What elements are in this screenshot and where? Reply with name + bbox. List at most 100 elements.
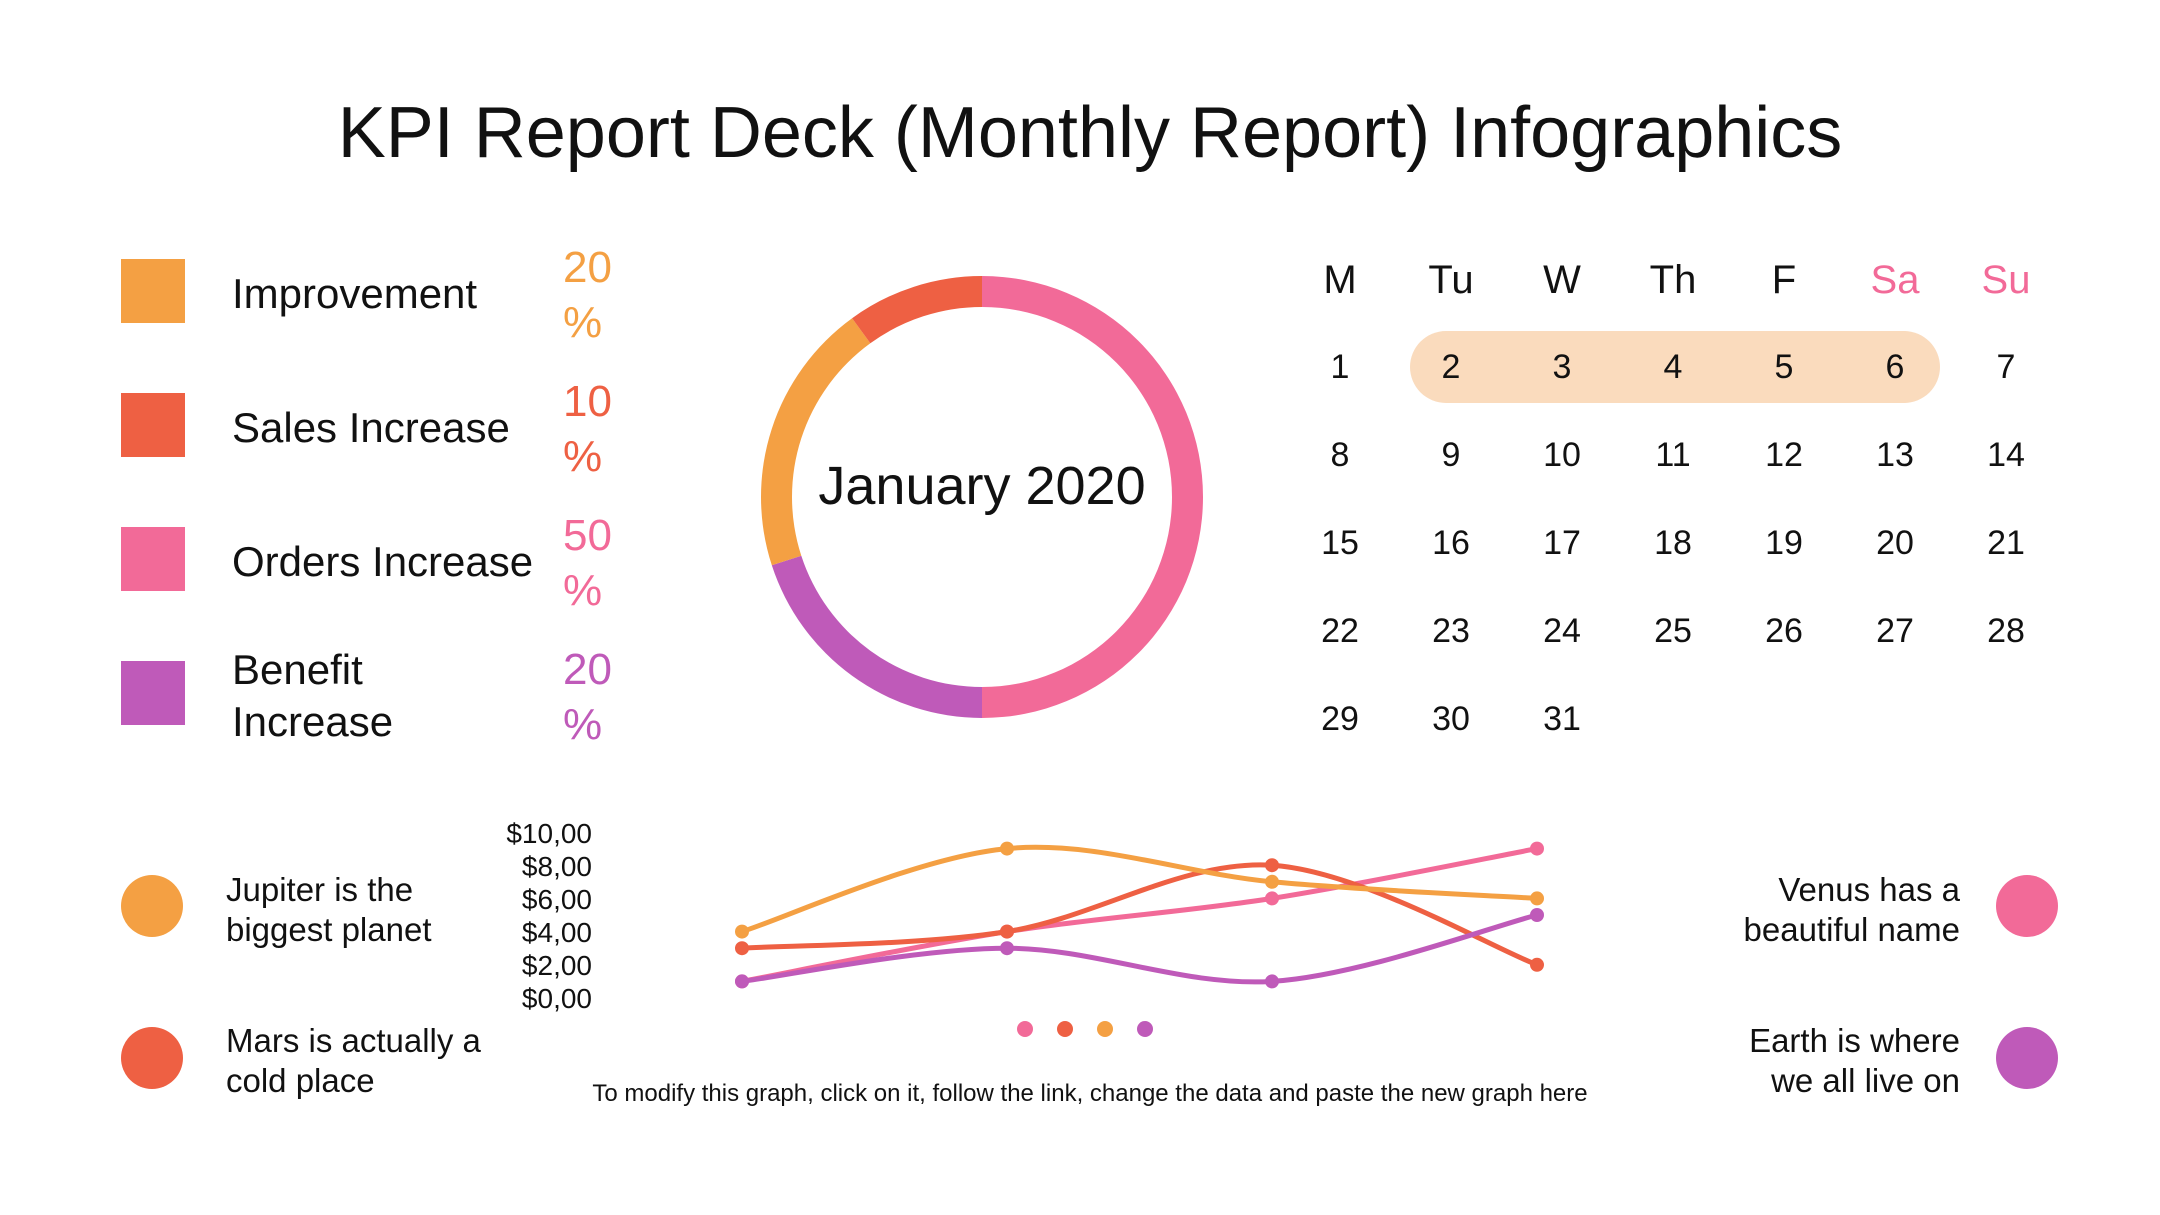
data-point — [735, 974, 749, 989]
calendar-day[interactable]: 14 — [1987, 436, 2025, 474]
calendar-day[interactable]: 10 — [1543, 436, 1581, 474]
legend-pct-value: 20 — [563, 243, 612, 292]
chart-footnote: To modify this graph, click on it, follo… — [592, 1080, 1588, 1107]
calendar-day[interactable]: 4 — [1663, 348, 1683, 386]
legend-label-line: Increase — [232, 698, 394, 745]
legend-label-line: Benefit — [232, 646, 363, 693]
calendar-weekday: W — [1543, 258, 1581, 302]
calendar-day[interactable]: 31 — [1543, 700, 1581, 738]
y-tick-label: $8,00 — [522, 851, 592, 882]
calendar-day[interactable]: 25 — [1654, 612, 1692, 650]
calendar-weekday: Th — [1649, 258, 1697, 302]
legend-swatch-orders — [121, 527, 185, 591]
legend-pct-orders: 50 % — [563, 508, 633, 618]
legend-label-benefit: Benefit Increase — [232, 644, 393, 748]
donut-slice-benefit-increase — [771, 555, 982, 718]
calendar-day[interactable]: 24 — [1543, 612, 1581, 650]
data-point — [1530, 908, 1544, 922]
calendar-day[interactable]: 28 — [1987, 612, 2025, 650]
legend-pct-value: 10 — [563, 377, 612, 426]
data-point — [1265, 891, 1279, 906]
calendar-day[interactable]: 8 — [1330, 436, 1350, 474]
data-point — [1000, 941, 1014, 956]
page-title: KPI Report Deck (Monthly Report) Infogra… — [337, 93, 1843, 173]
legend-marker-series-2 — [1057, 1021, 1073, 1037]
calendar-day[interactable]: 13 — [1876, 436, 1914, 474]
legend-swatch-benefit — [121, 661, 185, 725]
note-line: Earth is where — [1749, 1022, 1960, 1059]
calendar-day[interactable]: 2 — [1441, 348, 1461, 386]
legend-pct-value: 20 — [563, 645, 612, 694]
venus-bullet — [1996, 875, 2058, 937]
legend-pct-benefit: 20 % — [563, 642, 633, 752]
calendar-day[interactable]: 5 — [1774, 348, 1794, 386]
legend-pct-sales: 10 % — [563, 374, 633, 484]
y-tick-label: $6,00 — [522, 884, 592, 915]
calendar-day[interactable]: 27 — [1876, 612, 1914, 650]
series-line-1 — [741, 846, 1538, 984]
calendar-day[interactable]: 21 — [1987, 524, 2025, 562]
data-point — [1265, 858, 1279, 873]
calendar-day[interactable]: 26 — [1765, 612, 1803, 650]
legend-pct-symbol: % — [563, 700, 603, 749]
data-point — [1530, 957, 1544, 972]
calendar-week-highlight — [1410, 331, 1940, 403]
calendar-day[interactable]: 20 — [1876, 524, 1914, 562]
note-line: cold place — [226, 1062, 375, 1099]
data-point — [1000, 924, 1014, 939]
jupiter-note: Jupiter is the biggest planet — [226, 870, 432, 950]
calendar-weekday: Tu — [1428, 258, 1474, 302]
data-point — [1265, 874, 1279, 889]
calendar-day[interactable]: 22 — [1321, 612, 1359, 650]
data-point — [735, 924, 749, 939]
note-line: Venus has a — [1778, 871, 1960, 908]
note-line: beautiful name — [1743, 911, 1960, 948]
calendar-day[interactable]: 16 — [1432, 524, 1470, 562]
legend-pct-symbol: % — [563, 432, 603, 481]
legend-marker-series-1 — [1017, 1021, 1033, 1037]
calendar-day[interactable]: 1 — [1330, 348, 1350, 386]
series-line-2 — [741, 862, 1538, 968]
series-line-4 — [741, 912, 1538, 985]
legend-pct-value: 50 — [563, 511, 612, 560]
venus-note: Venus has a beautiful name — [1660, 870, 1960, 950]
donut-chart — [761, 276, 1203, 718]
legend-marker-series-3 — [1097, 1021, 1113, 1037]
data-point — [1530, 891, 1544, 906]
data-point — [1265, 974, 1279, 989]
earth-bullet — [1996, 1027, 2058, 1089]
calendar-day[interactable]: 3 — [1552, 348, 1572, 386]
calendar-weekday: F — [1771, 258, 1797, 302]
jupiter-bullet — [121, 875, 183, 937]
calendar-day[interactable]: 23 — [1432, 612, 1470, 650]
y-tick-label: $0,00 — [522, 983, 592, 1014]
calendar-day[interactable]: 30 — [1432, 700, 1470, 738]
y-tick-label: $4,00 — [522, 917, 592, 948]
calendar-day[interactable]: 18 — [1654, 524, 1692, 562]
legend-swatch-sales — [121, 393, 185, 457]
y-tick-label: $10,00 — [506, 818, 592, 849]
note-line: Mars is actually a — [226, 1022, 481, 1059]
calendar-weekday: Sa — [1870, 258, 1920, 302]
calendar-day[interactable]: 12 — [1765, 436, 1803, 474]
legend-marker-series-4 — [1137, 1021, 1153, 1037]
legend-pct-improvement: 20 % — [563, 240, 633, 350]
data-point — [1530, 841, 1544, 856]
calendar-day[interactable]: 9 — [1441, 436, 1461, 474]
calendar-day[interactable]: 29 — [1321, 700, 1359, 738]
calendar-day[interactable]: 6 — [1885, 348, 1905, 386]
calendar-day[interactable]: 7 — [1996, 348, 2016, 386]
calendar-weekday: Su — [1981, 258, 2031, 302]
series-line-3 — [741, 844, 1538, 934]
calendar-day[interactable]: 19 — [1765, 524, 1803, 562]
calendar-day[interactable]: 11 — [1655, 436, 1691, 474]
legend-pct-symbol: % — [563, 298, 603, 347]
calendar-day[interactable]: 15 — [1321, 524, 1359, 562]
data-point — [1000, 841, 1014, 856]
note-line: Jupiter is the — [226, 871, 414, 908]
mars-note: Mars is actually a cold place — [226, 1021, 481, 1101]
data-point — [735, 941, 749, 956]
legend-label-orders: Orders Increase — [232, 538, 534, 585]
donut-slice-sales-increase — [852, 276, 982, 344]
calendar-day[interactable]: 17 — [1543, 524, 1581, 562]
